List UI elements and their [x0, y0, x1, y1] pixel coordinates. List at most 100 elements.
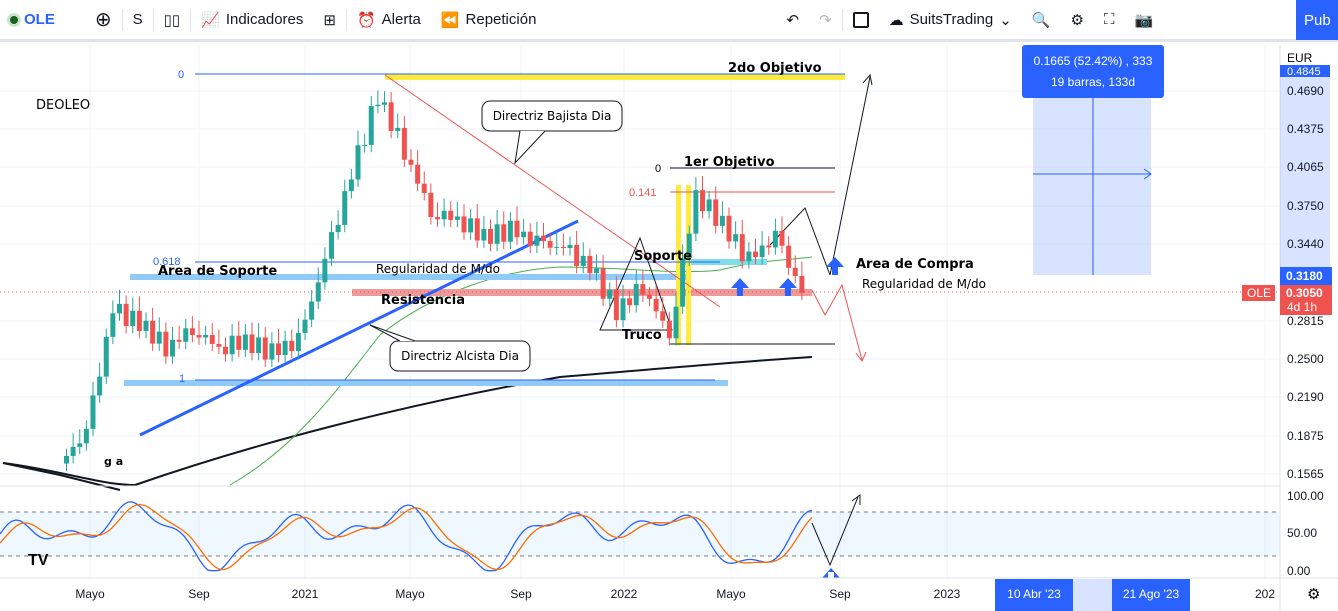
alert-button[interactable]: ⏰ Alerta — [347, 0, 431, 39]
price-axis[interactable]: 0.4845 EUR 0.4690 0.4375 0.4065 0.3750 0.344… — [1242, 45, 1332, 611]
measure-text-2: 19 barras, 133d — [1051, 75, 1135, 89]
candle — [766, 236, 772, 255]
candle — [170, 327, 175, 364]
candle — [746, 242, 752, 269]
candle — [289, 329, 295, 359]
redo-button[interactable]: ↷ — [809, 0, 842, 39]
indicators-button[interactable]: 📈 Indicadores — [191, 0, 313, 39]
truco-label: Truco — [622, 328, 662, 343]
candle — [786, 236, 792, 276]
time-tick: Mayo — [716, 587, 746, 601]
candle — [613, 276, 619, 328]
trendline-bajista — [384, 74, 721, 308]
tradingview-logo[interactable]: TV — [28, 552, 49, 569]
area-soporte-label: Area de Soporte — [158, 264, 277, 279]
ma-long-line — [2, 356, 813, 487]
candle — [269, 332, 275, 367]
candle — [315, 267, 321, 309]
candle — [150, 307, 156, 351]
time-axis[interactable]: Mayo Sep 2021 Mayo Sep 2022 Mayo Sep 2023 202 10 … — [0, 577, 1338, 611]
series-tag — [1242, 285, 1275, 301]
indicators-icon: 📈 — [201, 11, 220, 29]
stoch-band — [0, 512, 1280, 556]
candle — [474, 203, 480, 248]
time-tick: 2023 — [934, 587, 961, 601]
yellow-bar-right — [686, 185, 691, 345]
candle — [428, 183, 434, 225]
candle — [163, 322, 169, 364]
time-tick: 2021 — [292, 587, 319, 601]
snapshot-button[interactable]: 📷 — [1124, 0, 1163, 39]
arrow-up-icon — [731, 278, 749, 296]
candle — [242, 324, 248, 358]
candle — [627, 290, 633, 313]
publish-button[interactable]: Pub — [1296, 0, 1338, 40]
price-chart[interactable]: 0.1665 (52.42%) , 333 19 barras, 133d Di… — [0, 45, 1338, 611]
candle — [368, 95, 374, 153]
price-tick: 0.2815 — [1287, 314, 1324, 328]
price-tick: 0.2190 — [1287, 390, 1324, 404]
candle — [468, 208, 474, 240]
measure-text-1: 0.1665 (52.42%) , 333 — [1034, 54, 1153, 68]
undo-icon: ↶ — [786, 11, 799, 29]
candle — [203, 325, 209, 345]
candle — [514, 206, 520, 245]
interval-button[interactable]: S — [123, 0, 153, 39]
candle — [700, 176, 705, 219]
fullscreen-select-button[interactable] — [843, 0, 879, 39]
candle — [256, 323, 262, 361]
area-compra-label: Area de Compra — [856, 257, 974, 272]
time-tick: Sep — [510, 587, 532, 601]
candle — [567, 236, 573, 256]
stoch-tick: 100.00 — [1287, 489, 1324, 503]
price-tick: 0.1565 — [1287, 467, 1324, 481]
search-button[interactable]: 🔍 — [1022, 0, 1061, 39]
candle — [733, 221, 739, 249]
symbol-search[interactable]: OLE — [0, 0, 65, 39]
candle — [189, 316, 195, 343]
layout-menu[interactable]: ☁ SuitsTrading ⌄ — [879, 0, 1022, 39]
currency-selector[interactable]: EUR — [1287, 51, 1313, 65]
layout-name: SuitsTrading — [909, 11, 994, 28]
price-top-text: 0.4845 — [1287, 66, 1321, 78]
ma-short-line — [229, 256, 813, 486]
candle — [216, 329, 222, 355]
candle — [130, 297, 136, 334]
candle — [481, 216, 487, 248]
plus-circle-icon: ⊕ — [94, 9, 112, 31]
candle — [693, 177, 699, 242]
candle — [382, 91, 387, 112]
settings-button[interactable]: ⚙ — [1061, 0, 1094, 39]
undo-button[interactable]: ↶ — [776, 0, 809, 39]
alert-label: Alerta — [381, 11, 421, 28]
candle — [262, 327, 268, 367]
candle — [600, 254, 606, 307]
gear-icon[interactable]: ⚙ — [1307, 586, 1320, 603]
price-badge-red — [1280, 285, 1332, 315]
triangle-pattern — [599, 236, 673, 331]
symbol-label: DEOLEO — [36, 98, 90, 113]
price-tick: 0.4375 — [1287, 122, 1324, 136]
fullscreen-button[interactable]: ⛶ — [1094, 0, 1125, 39]
symbol-name: OLE — [24, 11, 55, 28]
callout-bajista: Directriz Bajista Dia — [481, 100, 623, 165]
compare-button[interactable]: ⊕ — [85, 0, 122, 39]
candle — [494, 209, 500, 252]
candle — [435, 202, 440, 227]
stoch-k-line — [0, 501, 813, 572]
candle — [779, 216, 785, 254]
candle — [554, 232, 560, 256]
time-range-highlight — [1073, 579, 1118, 611]
redo-icon: ↷ — [819, 11, 832, 29]
replay-label: Repetición — [465, 11, 537, 28]
price-tick: 0.4690 — [1287, 84, 1324, 98]
chart-type-button[interactable]: ▯▯ — [154, 0, 191, 39]
candle — [395, 113, 401, 139]
cloud-icon: ☁ — [888, 11, 904, 29]
price-tick: 0.3440 — [1287, 237, 1324, 251]
candle — [521, 218, 527, 245]
layouts-button[interactable]: ⊞ — [313, 0, 346, 39]
replay-button[interactable]: ⏪ Repetición — [431, 0, 547, 39]
gear-icon: ⚙ — [1070, 11, 1084, 29]
candle — [342, 179, 348, 233]
